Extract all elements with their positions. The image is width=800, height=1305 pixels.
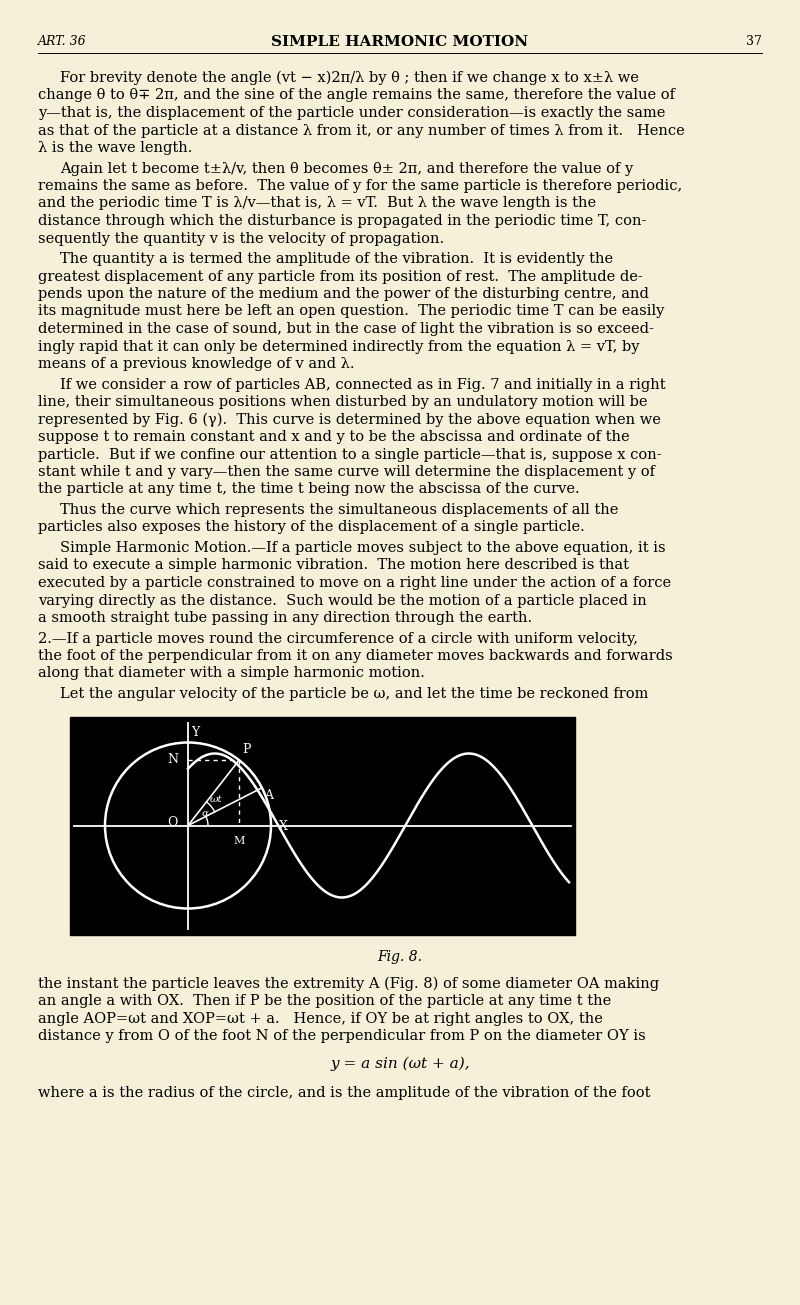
Text: stant while t and y vary—then the same curve will determine the displacement y o: stant while t and y vary—then the same c… <box>38 465 655 479</box>
Text: the instant the particle leaves the extremity A (Fig. 8) of some diameter OA mak: the instant the particle leaves the extr… <box>38 976 659 990</box>
Text: as that of the particle at a distance λ from it, or any number of times λ from i: as that of the particle at a distance λ … <box>38 124 685 137</box>
Text: pends upon the nature of the medium and the power of the disturbing centre, and: pends upon the nature of the medium and … <box>38 287 649 301</box>
Text: the particle at any time t, the time t being now the abscissa of the curve.: the particle at any time t, the time t b… <box>38 483 580 496</box>
Text: distance y from O of the foot N of the perpendicular from P on the diameter OY i: distance y from O of the foot N of the p… <box>38 1030 646 1043</box>
Bar <box>70 716 575 934</box>
Text: y = a sin (ωt + a),: y = a sin (ωt + a), <box>330 1057 470 1071</box>
Text: SIMPLE HARMONIC MOTION: SIMPLE HARMONIC MOTION <box>271 35 529 50</box>
Text: means of a previous knowledge of v and λ.: means of a previous knowledge of v and λ… <box>38 358 354 371</box>
Text: 2.—If a particle moves round the circumference of a circle with uniform velocity: 2.—If a particle moves round the circumf… <box>38 632 638 646</box>
Text: along that diameter with a simple harmonic motion.: along that diameter with a simple harmon… <box>38 667 425 680</box>
Text: particles also exposes the history of the displacement of a single particle.: particles also exposes the history of th… <box>38 521 585 535</box>
Text: ART. 36: ART. 36 <box>38 35 86 48</box>
Text: the foot of the perpendicular from it on any diameter moves backwards and forwar: the foot of the perpendicular from it on… <box>38 649 673 663</box>
Text: sequently the quantity v is the velocity of propagation.: sequently the quantity v is the velocity… <box>38 231 444 245</box>
Text: an angle a with OX.  Then if P be the position of the particle at any time t the: an angle a with OX. Then if P be the pos… <box>38 994 611 1007</box>
Text: ingly rapid that it can only be determined indirectly from the equation λ = vT, : ingly rapid that it can only be determin… <box>38 339 639 354</box>
Text: 37: 37 <box>746 35 762 48</box>
Text: λ is the wave length.: λ is the wave length. <box>38 141 192 155</box>
Text: Simple Harmonic Motion.—If a particle moves subject to the above equation, it is: Simple Harmonic Motion.—If a particle mo… <box>60 542 666 555</box>
Text: P: P <box>242 743 250 756</box>
Text: Fig. 8.: Fig. 8. <box>378 950 422 964</box>
Text: N: N <box>167 753 178 766</box>
Text: greatest displacement of any particle from its position of rest.  The amplitude : greatest displacement of any particle fr… <box>38 270 642 283</box>
Text: M: M <box>234 837 245 847</box>
Text: remains the same as before.  The value of y for the same particle is therefore p: remains the same as before. The value of… <box>38 179 682 193</box>
Text: and the periodic time T is λ/v—that is, λ = vT.  But λ the wave length is the: and the periodic time T is λ/v—that is, … <box>38 197 596 210</box>
Text: A: A <box>264 788 273 801</box>
Text: said to execute a simple harmonic vibration.  The motion here described is that: said to execute a simple harmonic vibrat… <box>38 559 629 573</box>
Text: ωt: ωt <box>210 795 222 804</box>
Text: Thus the curve which represents the simultaneous displacements of all the: Thus the curve which represents the simu… <box>60 502 618 517</box>
Text: executed by a particle constrained to move on a right line under the action of a: executed by a particle constrained to mo… <box>38 576 671 590</box>
Text: angle AOP=ωt and XOP=ωt + a.   Hence, if OY be at right angles to OX, the: angle AOP=ωt and XOP=ωt + a. Hence, if O… <box>38 1011 603 1026</box>
Text: Again let t become t±λ/v, then θ becomes θ± 2π, and therefore the value of y: Again let t become t±λ/v, then θ becomes… <box>60 162 634 175</box>
Text: Y: Y <box>191 726 199 739</box>
Text: line, their simultaneous positions when disturbed by an undulatory motion will b: line, their simultaneous positions when … <box>38 395 647 408</box>
Text: change θ to θ∓ 2π, and the sine of the angle remains the same, therefore the val: change θ to θ∓ 2π, and the sine of the a… <box>38 89 675 103</box>
Text: For brevity denote the angle (vt − x)2π/λ by θ ; then if we change x to x±λ we: For brevity denote the angle (vt − x)2π/… <box>60 70 639 85</box>
Text: X: X <box>279 820 288 833</box>
Text: O: O <box>168 816 178 829</box>
Text: y—that is, the displacement of the particle under consideration—is exactly the s: y—that is, the displacement of the parti… <box>38 106 666 120</box>
Text: represented by Fig. 6 (γ).  This curve is determined by the above equation when : represented by Fig. 6 (γ). This curve is… <box>38 412 661 427</box>
Text: If we consider a row of particles AB, connected as in Fig. 7 and initially in a : If we consider a row of particles AB, co… <box>60 377 666 392</box>
Text: determined in the case of sound, but in the case of light the vibration is so ex: determined in the case of sound, but in … <box>38 322 654 335</box>
Text: particle.  But if we confine our attention to a single particle—that is, suppose: particle. But if we confine our attentio… <box>38 448 662 462</box>
Text: where a is the radius of the circle, and is the amplitude of the vibration of th: where a is the radius of the circle, and… <box>38 1086 650 1100</box>
Text: suppose t to remain constant and x and y to be the abscissa and ordinate of the: suppose t to remain constant and x and y… <box>38 431 630 444</box>
Text: varying directly as the distance.  Such would be the motion of a particle placed: varying directly as the distance. Such w… <box>38 594 646 608</box>
Text: α: α <box>202 809 209 818</box>
Text: The quantity a is termed the amplitude of the vibration.  It is evidently the: The quantity a is termed the amplitude o… <box>60 252 613 266</box>
Text: a smooth straight tube passing in any direction through the earth.: a smooth straight tube passing in any di… <box>38 611 532 625</box>
Text: Let the angular velocity of the particle be ω, and let the time be reckoned from: Let the angular velocity of the particle… <box>60 686 648 701</box>
Text: its magnitude must here be left an open question.  The periodic time T can be ea: its magnitude must here be left an open … <box>38 304 664 318</box>
Text: distance through which the disturbance is propagated in the periodic time T, con: distance through which the disturbance i… <box>38 214 646 228</box>
